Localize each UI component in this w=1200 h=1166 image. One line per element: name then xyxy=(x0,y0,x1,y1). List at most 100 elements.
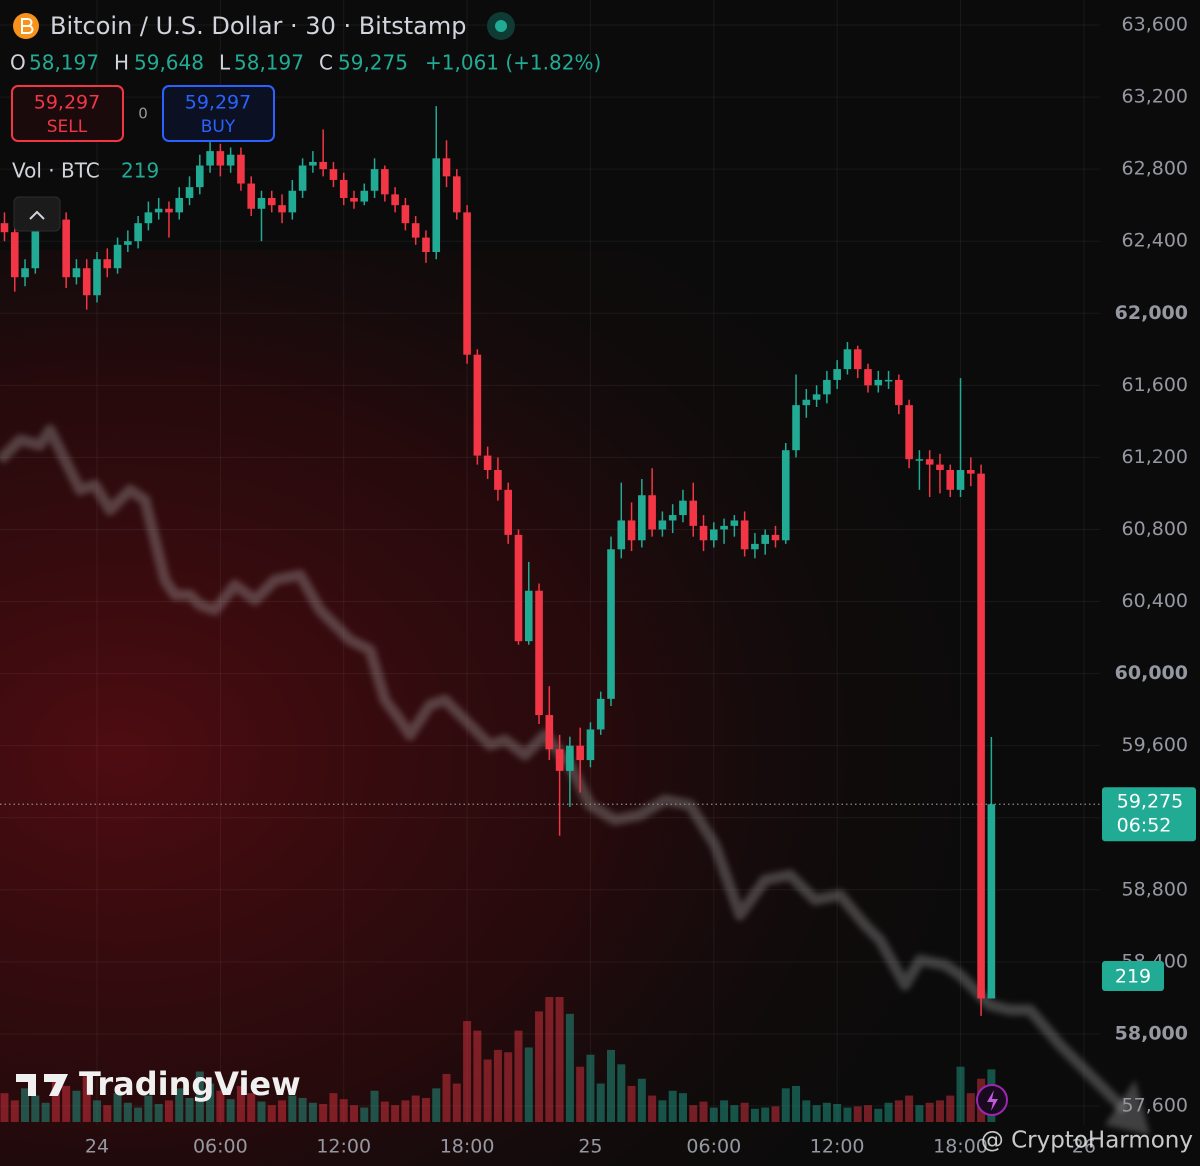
candle-body xyxy=(62,219,70,278)
x-tick-label: 06:00 xyxy=(193,1136,248,1158)
volume-bar xyxy=(473,1030,482,1122)
candle-body xyxy=(864,369,872,386)
y-tick-label: 63,200 xyxy=(1122,86,1188,108)
volume-bar xyxy=(596,1083,605,1122)
sell-button[interactable]: 59,297 SELL xyxy=(11,85,124,142)
symbol-title: Bitcoin / U.S. Dollar · 30 · Bitstamp xyxy=(50,12,467,40)
volume-bar xyxy=(565,1013,574,1122)
candle-body xyxy=(740,520,749,550)
candle-body xyxy=(278,205,286,213)
candle-body xyxy=(72,268,81,278)
volume-bar xyxy=(463,1021,472,1122)
ohlc-value: 59,275 xyxy=(338,51,408,75)
y-tick-label: 63,600 xyxy=(1122,14,1188,36)
volume-pane xyxy=(0,997,996,1122)
y-tick-label: 58,800 xyxy=(1122,878,1188,900)
candle-body xyxy=(946,470,955,490)
candle-body xyxy=(144,212,153,224)
ohlc-value: 58,197 xyxy=(29,51,99,75)
candle-body xyxy=(596,698,605,730)
candle-body xyxy=(936,464,944,471)
candle-body xyxy=(802,399,811,406)
volume-bar xyxy=(514,1030,523,1122)
candle-body xyxy=(710,529,718,541)
volume-bar xyxy=(72,1090,81,1122)
tradingview-logo: TradingView xyxy=(16,1065,301,1103)
y-tick-label: 62,800 xyxy=(1122,158,1188,180)
x-tick-label: 06:00 xyxy=(686,1136,741,1158)
sell-price: 59,297 xyxy=(34,92,100,114)
volume-bar xyxy=(761,1107,770,1122)
volume-bar xyxy=(21,1088,30,1122)
candle-body xyxy=(288,190,297,213)
collapse-button[interactable] xyxy=(13,196,61,232)
volume-bar xyxy=(833,1103,842,1122)
candle-body xyxy=(257,197,266,209)
ohlc-key: O xyxy=(10,51,26,75)
candle-body xyxy=(21,268,29,278)
candle-body xyxy=(956,470,965,490)
buy-price: 59,297 xyxy=(185,92,251,114)
candle-body xyxy=(339,179,348,198)
volume-bar xyxy=(720,1100,729,1122)
volume-bar xyxy=(350,1105,358,1122)
logo-mark xyxy=(16,1074,68,1096)
candle-body xyxy=(206,151,214,166)
candle-body xyxy=(103,259,112,269)
volume-bar xyxy=(62,1085,71,1122)
volume-bar xyxy=(617,1064,626,1122)
volume-bar xyxy=(822,1102,831,1122)
volume-bar xyxy=(216,1090,225,1122)
candle-body xyxy=(432,158,441,253)
volume-bar xyxy=(442,1073,451,1122)
candle-body xyxy=(915,459,924,461)
candle-body xyxy=(627,520,636,541)
volume-bar xyxy=(925,1102,934,1122)
volume-bar xyxy=(802,1100,811,1122)
status-dot xyxy=(495,20,507,32)
volume-bar xyxy=(658,1100,667,1122)
candle-body xyxy=(494,470,502,490)
alert-icon-glyph xyxy=(987,1090,998,1111)
collapse-chevron xyxy=(29,210,45,220)
ohlc-value: 59,648 xyxy=(134,51,204,75)
candle-body xyxy=(483,455,492,471)
volume-bar xyxy=(432,1088,441,1122)
candle-body xyxy=(576,745,584,761)
candle-body xyxy=(781,450,790,541)
volume-bar xyxy=(164,1100,173,1122)
volume-bar xyxy=(607,1049,615,1122)
volume-bar xyxy=(175,1088,184,1122)
candle-body xyxy=(463,212,471,355)
ohlc-key: H xyxy=(114,51,129,75)
volume-bar xyxy=(812,1105,821,1122)
candle-body xyxy=(411,223,420,238)
volume-bar xyxy=(380,1101,389,1122)
volume-bar xyxy=(874,1108,883,1122)
volume-bar xyxy=(113,1093,122,1122)
volume-bar xyxy=(483,1059,492,1122)
candle-body xyxy=(154,208,163,213)
volume-bar xyxy=(308,1102,317,1122)
volume-bar xyxy=(195,1071,204,1122)
ohlc-key: L xyxy=(219,51,231,75)
change: +1,061 (+1.82%) xyxy=(425,51,601,75)
candle-body xyxy=(453,176,461,213)
candle-body xyxy=(442,158,451,177)
volume-bar xyxy=(329,1093,338,1122)
volume-bar xyxy=(637,1078,646,1122)
price-badge xyxy=(1102,787,1196,842)
candle-body xyxy=(514,534,523,642)
candle-body xyxy=(360,190,369,202)
candle-body xyxy=(0,223,9,233)
y-tick-label: 60,000 xyxy=(1115,662,1188,684)
candle-body xyxy=(391,194,399,206)
ohlc-key: C xyxy=(319,51,333,75)
volume-bar xyxy=(154,1103,163,1122)
candle-body xyxy=(617,520,626,550)
candle-body xyxy=(267,197,276,206)
buy-button[interactable]: 59,297 BUY xyxy=(162,85,275,142)
collapse-button-frame xyxy=(13,196,61,232)
